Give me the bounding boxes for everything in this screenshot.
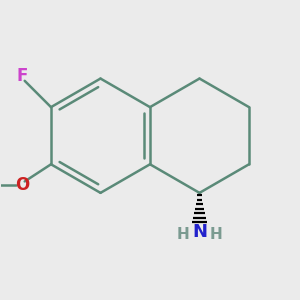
- Text: N: N: [192, 223, 207, 241]
- Text: H: H: [209, 227, 222, 242]
- Text: F: F: [17, 67, 28, 85]
- Text: H: H: [177, 227, 190, 242]
- Text: O: O: [15, 176, 29, 194]
